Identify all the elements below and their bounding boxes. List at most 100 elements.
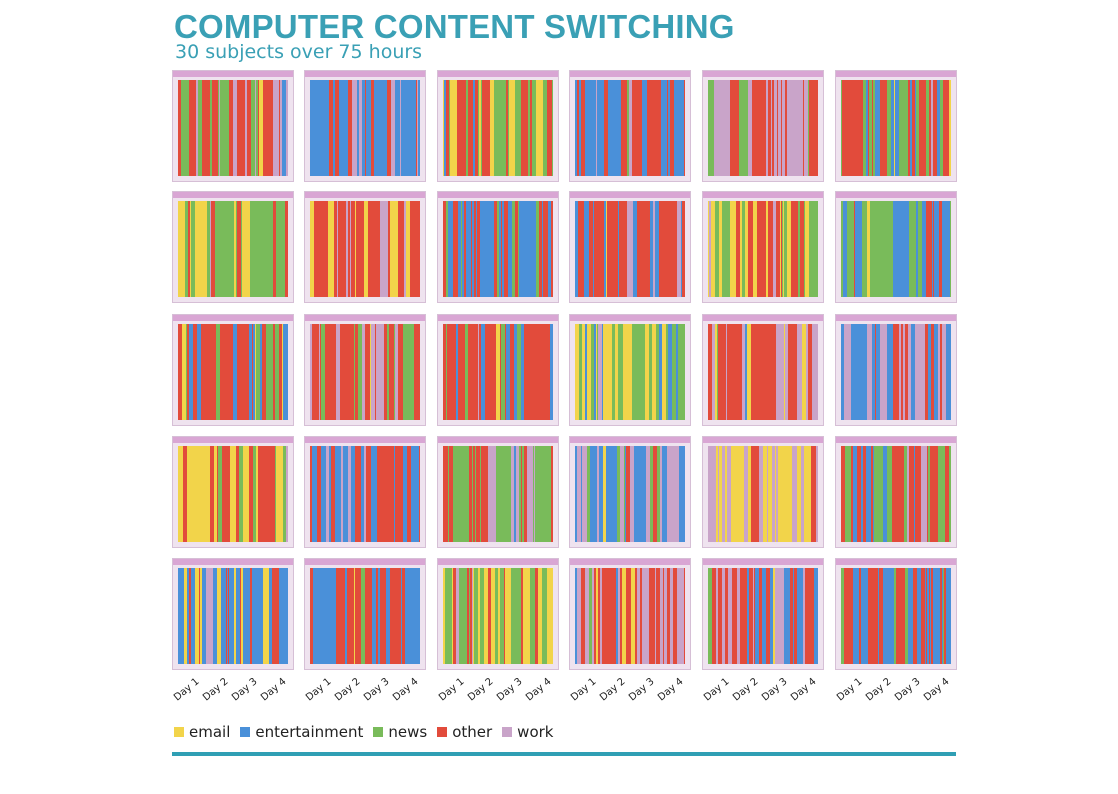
stripe-news	[504, 324, 505, 420]
stripe-other	[314, 201, 323, 297]
stripe-work	[404, 201, 406, 297]
stripe-news	[739, 80, 748, 176]
x-tick-label: Day 4	[259, 676, 289, 704]
stripe-other	[187, 324, 189, 420]
panel-header	[570, 71, 690, 77]
stripe-email	[631, 568, 635, 664]
stripe-entertainment	[502, 201, 504, 297]
stripe-other	[351, 80, 352, 176]
x-tick-label: Day 2	[864, 676, 894, 704]
stripe-other	[896, 324, 899, 420]
stripe-work	[799, 324, 802, 420]
stripe-other	[877, 568, 878, 664]
panel-header	[305, 437, 425, 443]
stripe-work	[286, 446, 288, 542]
stripe-other	[419, 446, 420, 542]
stripe-other	[384, 324, 385, 420]
stripe-other	[226, 568, 227, 664]
stripe-news	[480, 568, 484, 664]
stripe-news	[283, 446, 286, 542]
stripe-work	[804, 80, 808, 176]
stripe-work	[319, 324, 320, 420]
stripe-entertainment	[253, 324, 255, 420]
stripe-other	[656, 80, 661, 176]
stripe-news	[808, 80, 809, 176]
stripe-news	[649, 324, 652, 420]
stripe-other	[623, 201, 627, 297]
stripe-email	[603, 324, 611, 420]
stripe-entertainment	[642, 80, 643, 176]
subject-panel	[702, 191, 824, 303]
stripe-news	[949, 446, 951, 542]
stripe-other	[348, 80, 351, 176]
subject-panel	[702, 436, 824, 548]
stripe-other	[501, 201, 502, 297]
stripe-other	[788, 324, 792, 420]
stripe-other	[723, 324, 725, 420]
stripe-other	[708, 324, 710, 420]
stripe-other	[481, 446, 484, 542]
stripe-work	[748, 80, 752, 176]
stripe-email	[505, 568, 511, 664]
stripe-work	[620, 446, 624, 542]
subject-panel	[702, 314, 824, 426]
stripe-news	[504, 80, 506, 176]
stripe-work	[660, 446, 662, 542]
stripe-entertainment	[259, 568, 263, 664]
stripe-news	[501, 324, 504, 420]
stripe-news	[784, 201, 787, 297]
stripe-news	[472, 446, 473, 542]
stripe-other	[665, 201, 667, 297]
stripe-entertainment	[745, 324, 747, 420]
subject-panel	[569, 314, 691, 426]
stripe-other	[791, 201, 794, 297]
stripe-entertainment	[286, 568, 288, 664]
stripe-news	[448, 446, 449, 542]
stripe-other	[781, 201, 782, 297]
stripe-entertainment	[466, 201, 467, 297]
stripe-entertainment	[414, 80, 416, 176]
stripe-other	[376, 568, 378, 664]
stripe-news	[469, 568, 470, 664]
stripe-other	[355, 446, 359, 542]
stripe-entertainment	[180, 568, 184, 664]
stripe-entertainment	[575, 446, 577, 542]
stripe-news	[942, 446, 945, 542]
stripe-other	[325, 324, 334, 420]
stripe-other	[237, 80, 240, 176]
stripe-email	[719, 201, 722, 297]
stripe-other	[448, 324, 452, 420]
stripe-email	[256, 446, 258, 542]
stripe-other	[476, 446, 479, 542]
stripe-entertainment	[937, 80, 940, 176]
stripe-other	[316, 324, 319, 420]
stripe-chart	[443, 446, 553, 542]
stripe-entertainment	[866, 80, 868, 176]
stripe-entertainment	[676, 324, 678, 420]
stripe-email	[730, 201, 734, 297]
stripe-news	[917, 80, 919, 176]
stripe-entertainment	[345, 446, 348, 542]
stripe-work	[746, 446, 748, 542]
stripe-other	[387, 80, 391, 176]
stripe-email	[734, 201, 736, 297]
stripe-entertainment	[949, 324, 951, 420]
stripe-email	[181, 201, 185, 297]
stripe-email	[393, 201, 397, 297]
stripe-entertainment	[595, 446, 597, 542]
stripe-news	[666, 324, 668, 420]
subject-panel	[304, 436, 426, 548]
stripe-other	[884, 80, 887, 176]
stripe-entertainment	[932, 201, 933, 297]
stripe-news	[459, 568, 463, 664]
stripe-other	[469, 446, 472, 542]
stripe-other	[407, 446, 411, 542]
stripe-other	[863, 446, 866, 542]
stripe-work	[847, 324, 851, 420]
stripe-work	[286, 80, 288, 176]
panel-header	[836, 192, 956, 198]
subject-panel	[835, 314, 957, 426]
stripe-work	[400, 80, 401, 176]
stripe-email	[202, 201, 206, 297]
stripe-work	[711, 446, 716, 542]
